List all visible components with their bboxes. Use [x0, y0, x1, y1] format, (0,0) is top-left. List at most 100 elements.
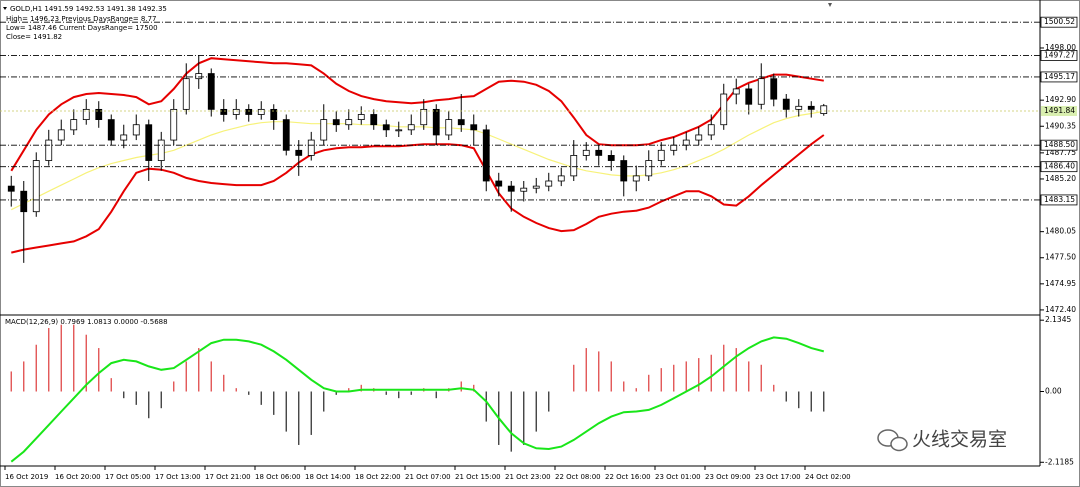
candle-body	[657, 149, 665, 161]
x-tick-label: 16 Oct 2019	[5, 473, 48, 481]
candle-body	[357, 114, 365, 121]
candle-body	[670, 144, 678, 151]
candle-body	[495, 180, 503, 187]
candle-body	[445, 119, 453, 136]
y-tick-label: -2.1185	[1045, 457, 1074, 466]
candle-body	[82, 108, 90, 121]
level-label: 1488.50	[1044, 140, 1075, 149]
x-tick-label: 21 Oct 15:00	[455, 473, 501, 481]
y-tick-label: 2.1345	[1045, 315, 1071, 324]
level-box	[1040, 139, 1078, 151]
level-box	[1040, 71, 1078, 83]
level-label: 1486.40	[1044, 162, 1075, 171]
candle-body	[645, 160, 653, 177]
x-tick-label: 24 Oct 02:00	[805, 473, 851, 481]
low-info: Low= 1487.46 Current DaysRange= 17500	[6, 24, 158, 32]
x-tick-label: 18 Oct 14:00	[305, 473, 351, 481]
indicator-line	[11, 134, 825, 254]
candle-body	[257, 108, 265, 115]
candle-body	[632, 175, 640, 182]
level-box	[1040, 161, 1078, 173]
candle-body	[395, 129, 403, 132]
candle-body	[707, 124, 715, 136]
candle-body	[570, 155, 578, 177]
close-info: Close= 1491.82	[6, 33, 62, 41]
watermark: 火线交易室	[912, 429, 1007, 451]
symbol-info: GOLD,H1 1491.59 1492.53 1491.38 1492.35	[10, 5, 167, 13]
watermark-icon	[877, 429, 908, 452]
candle-body	[470, 124, 478, 131]
candle-body	[732, 88, 740, 95]
candle-body	[795, 105, 803, 110]
current-price-box	[1041, 106, 1077, 117]
x-tick-label: 21 Oct 07:00	[405, 473, 451, 481]
indicator-line	[10, 57, 824, 172]
y-tick-label: 1485.20	[1045, 174, 1076, 183]
x-tick-label: 23 Oct 01:00	[655, 473, 701, 481]
candle-body	[170, 108, 178, 141]
candle-body	[107, 119, 115, 141]
candle-body	[407, 124, 415, 131]
candle-body	[245, 108, 253, 115]
y-tick-label: 1474.95	[1045, 279, 1076, 288]
candle-body	[770, 78, 778, 100]
candle-body	[432, 108, 440, 136]
candle-body	[520, 187, 528, 192]
candle-body	[320, 119, 328, 141]
candle-body	[745, 88, 753, 105]
y-tick-label: 0.00	[1045, 387, 1062, 396]
level-label: 1495.17	[1044, 72, 1075, 81]
candle-body	[420, 108, 428, 126]
candle-body	[595, 149, 603, 156]
candle-body	[282, 119, 290, 151]
candle-body	[557, 175, 565, 182]
x-tick-label: 18 Oct 06:00	[255, 473, 301, 481]
candle-body	[820, 105, 828, 114]
x-tick-label: 22 Oct 08:00	[555, 473, 601, 481]
y-tick-label: 1480.05	[1045, 227, 1076, 236]
x-tick-label: 22 Oct 16:00	[605, 473, 651, 481]
level-box	[1040, 50, 1078, 61]
current-price-label: 1491.84	[1044, 106, 1075, 115]
candle-body	[682, 139, 690, 146]
candle-body	[57, 129, 65, 141]
candle-body	[620, 160, 628, 182]
x-tick-label: 16 Oct 20:00	[55, 473, 101, 481]
collapse-arrow	[3, 7, 7, 10]
x-tick-label: 17 Oct 05:00	[105, 473, 151, 481]
candle-body	[95, 108, 103, 121]
x-tick-label: 17 Oct 21:00	[205, 473, 251, 481]
candle-body	[120, 134, 128, 141]
candle-body	[307, 139, 315, 156]
y-tick-label: 1490.35	[1045, 121, 1076, 130]
candle-body	[545, 180, 553, 187]
indicator-line	[10, 336, 825, 463]
level-label: 1500.52	[1044, 17, 1075, 26]
y-tick-label: 1498.00	[1045, 43, 1076, 52]
x-tick-label: 17 Oct 13:00	[155, 473, 201, 481]
candle-body	[295, 149, 303, 156]
candle-body	[270, 108, 278, 121]
candle-body	[482, 129, 490, 182]
candle-body	[382, 124, 390, 131]
candle-body	[145, 124, 153, 161]
candle-body	[20, 190, 28, 213]
x-tick-label: 23 Oct 17:00	[755, 473, 801, 481]
candle-body	[695, 134, 703, 141]
y-tick-label: 1492.90	[1045, 95, 1076, 104]
candle-body	[457, 119, 465, 126]
macd-title: MACD(12,26,9) 0.7969 1.0813 0.0000 -0.56…	[5, 318, 168, 326]
candle-body	[332, 119, 340, 126]
candle-body	[782, 98, 790, 110]
level-box	[1040, 194, 1078, 206]
candle-body	[157, 139, 165, 161]
candle-body	[532, 185, 540, 189]
candle-body	[807, 105, 815, 110]
y-tick-label: 1477.50	[1045, 253, 1076, 262]
candle-body	[70, 119, 78, 131]
level-label: 1483.15	[1044, 195, 1075, 204]
candle-body	[32, 160, 40, 213]
